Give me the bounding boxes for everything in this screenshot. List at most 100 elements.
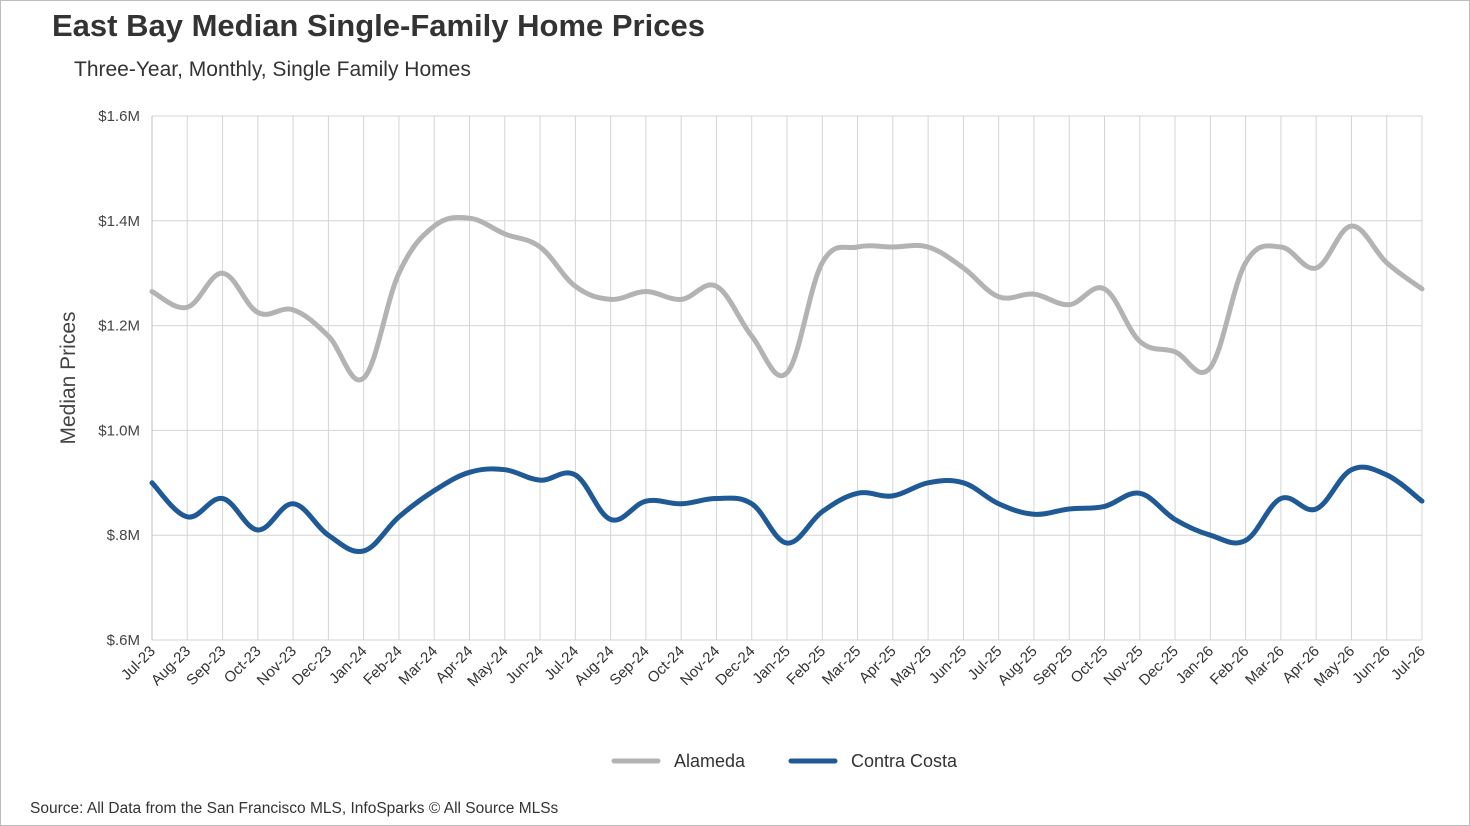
data-point-alameda bbox=[573, 284, 578, 289]
series-line-contra-costa bbox=[149, 464, 1425, 555]
data-point-alameda bbox=[1314, 265, 1319, 270]
data-point-alameda bbox=[255, 310, 260, 315]
x-tick-label: Jun-26 bbox=[1349, 643, 1393, 687]
data-point-alameda bbox=[1243, 260, 1248, 265]
x-tick-label: Mar-26 bbox=[1242, 643, 1288, 689]
data-point-contra-costa bbox=[890, 493, 895, 498]
x-tick-label: Jun-24 bbox=[502, 643, 546, 687]
data-point-alameda bbox=[1208, 365, 1213, 370]
y-tick-label: $1.0M bbox=[98, 422, 140, 439]
series-line-alameda bbox=[149, 214, 1425, 383]
data-point-alameda bbox=[714, 284, 719, 289]
data-point-contra-costa bbox=[255, 527, 260, 532]
x-tick-label: Mar-24 bbox=[395, 643, 441, 689]
data-point-contra-costa bbox=[150, 480, 155, 485]
data-point-contra-costa bbox=[749, 501, 754, 506]
data-point-alameda bbox=[749, 334, 754, 339]
data-point-contra-costa bbox=[961, 480, 966, 485]
x-tick-label: Dec-24 bbox=[712, 643, 758, 689]
data-point-contra-costa bbox=[502, 467, 507, 472]
data-point-contra-costa bbox=[1243, 538, 1248, 543]
data-point-alameda bbox=[1420, 286, 1425, 291]
data-point-alameda bbox=[679, 297, 684, 302]
data-point-alameda bbox=[396, 271, 401, 276]
data-point-contra-costa bbox=[1031, 512, 1036, 517]
data-point-contra-costa bbox=[1137, 491, 1142, 496]
data-point-contra-costa bbox=[785, 541, 790, 546]
data-point-alameda bbox=[220, 271, 225, 276]
data-point-alameda bbox=[1031, 292, 1036, 297]
data-point-alameda bbox=[326, 334, 331, 339]
y-tick-label: $1.4M bbox=[98, 213, 140, 230]
x-tick-label: Sep-24 bbox=[606, 643, 652, 689]
data-point-alameda bbox=[785, 370, 790, 375]
y-axis-label: Median Prices bbox=[57, 311, 80, 444]
data-point-alameda bbox=[467, 216, 472, 221]
x-tick-label: Feb-26 bbox=[1207, 643, 1253, 689]
data-point-contra-costa bbox=[1067, 507, 1072, 512]
data-point-contra-costa bbox=[855, 491, 860, 496]
chart-title: East Bay Median Single-Family Home Price… bbox=[52, 8, 705, 43]
data-point-contra-costa bbox=[326, 533, 331, 538]
data-point-alameda bbox=[432, 224, 437, 229]
legend: Alameda Contra Costa bbox=[611, 751, 958, 771]
data-point-alameda bbox=[996, 294, 1001, 299]
data-point-alameda bbox=[502, 231, 507, 236]
x-tick-label: Sep-23 bbox=[183, 643, 229, 689]
x-tick-label: Mar-25 bbox=[819, 643, 865, 689]
x-tick-label: Sep-25 bbox=[1030, 643, 1076, 689]
data-point-contra-costa bbox=[1384, 472, 1389, 477]
x-tick-label: Jul-26 bbox=[1388, 643, 1429, 684]
data-point-alameda bbox=[538, 245, 543, 250]
grid bbox=[151, 115, 1423, 641]
data-point-alameda bbox=[890, 245, 895, 250]
data-point-contra-costa bbox=[396, 514, 401, 519]
y-tick-label: $1.6M bbox=[98, 108, 140, 125]
data-point-alameda bbox=[1067, 302, 1072, 307]
data-point-alameda bbox=[1102, 286, 1107, 291]
x-axis-ticks: Jul-23Aug-23Sep-23Oct-23Nov-23Dec-23Jan-… bbox=[118, 643, 1429, 690]
data-point-contra-costa bbox=[1208, 533, 1213, 538]
data-point-contra-costa bbox=[679, 501, 684, 506]
source-note: Source: All Data from the San Francisco … bbox=[30, 800, 559, 817]
data-point-contra-costa bbox=[1173, 517, 1178, 522]
data-point-contra-costa bbox=[643, 499, 648, 504]
legend-label-contra-costa: Contra Costa bbox=[851, 751, 958, 771]
data-point-alameda bbox=[150, 289, 155, 294]
x-tick-label: Dec-23 bbox=[289, 643, 335, 689]
chart-subtitle: Three-Year, Monthly, Single Family Homes bbox=[74, 58, 471, 81]
data-point-alameda bbox=[820, 260, 825, 265]
data-point-alameda bbox=[291, 307, 296, 312]
data-point-alameda bbox=[1137, 339, 1142, 344]
data-point-contra-costa bbox=[467, 470, 472, 475]
series-layer bbox=[149, 214, 1425, 555]
data-point-contra-costa bbox=[1278, 496, 1283, 501]
y-tick-label: $1.2M bbox=[98, 318, 140, 335]
data-point-contra-costa bbox=[220, 496, 225, 501]
data-point-alameda bbox=[361, 376, 366, 381]
x-tick-label: Feb-24 bbox=[360, 643, 406, 689]
data-point-alameda bbox=[1384, 260, 1389, 265]
data-point-contra-costa bbox=[361, 548, 366, 553]
data-point-contra-costa bbox=[926, 480, 931, 485]
data-point-alameda bbox=[1173, 349, 1178, 354]
data-point-contra-costa bbox=[432, 488, 437, 493]
data-point-contra-costa bbox=[996, 501, 1001, 506]
legend-label-alameda: Alameda bbox=[674, 751, 746, 771]
data-point-alameda bbox=[926, 245, 931, 250]
y-tick-label: $.6M bbox=[107, 632, 140, 649]
x-tick-label: Feb-25 bbox=[783, 643, 829, 689]
data-point-alameda bbox=[643, 289, 648, 294]
data-point-contra-costa bbox=[714, 496, 719, 501]
data-point-contra-costa bbox=[185, 514, 190, 519]
data-point-alameda bbox=[1278, 245, 1283, 250]
data-point-contra-costa bbox=[573, 472, 578, 477]
x-tick-label: Jun-25 bbox=[926, 643, 970, 687]
data-point-contra-costa bbox=[820, 509, 825, 514]
data-point-contra-costa bbox=[1349, 467, 1354, 472]
x-tick-label: Dec-25 bbox=[1136, 643, 1182, 689]
data-point-alameda bbox=[1349, 224, 1354, 229]
data-point-contra-costa bbox=[1420, 499, 1425, 504]
